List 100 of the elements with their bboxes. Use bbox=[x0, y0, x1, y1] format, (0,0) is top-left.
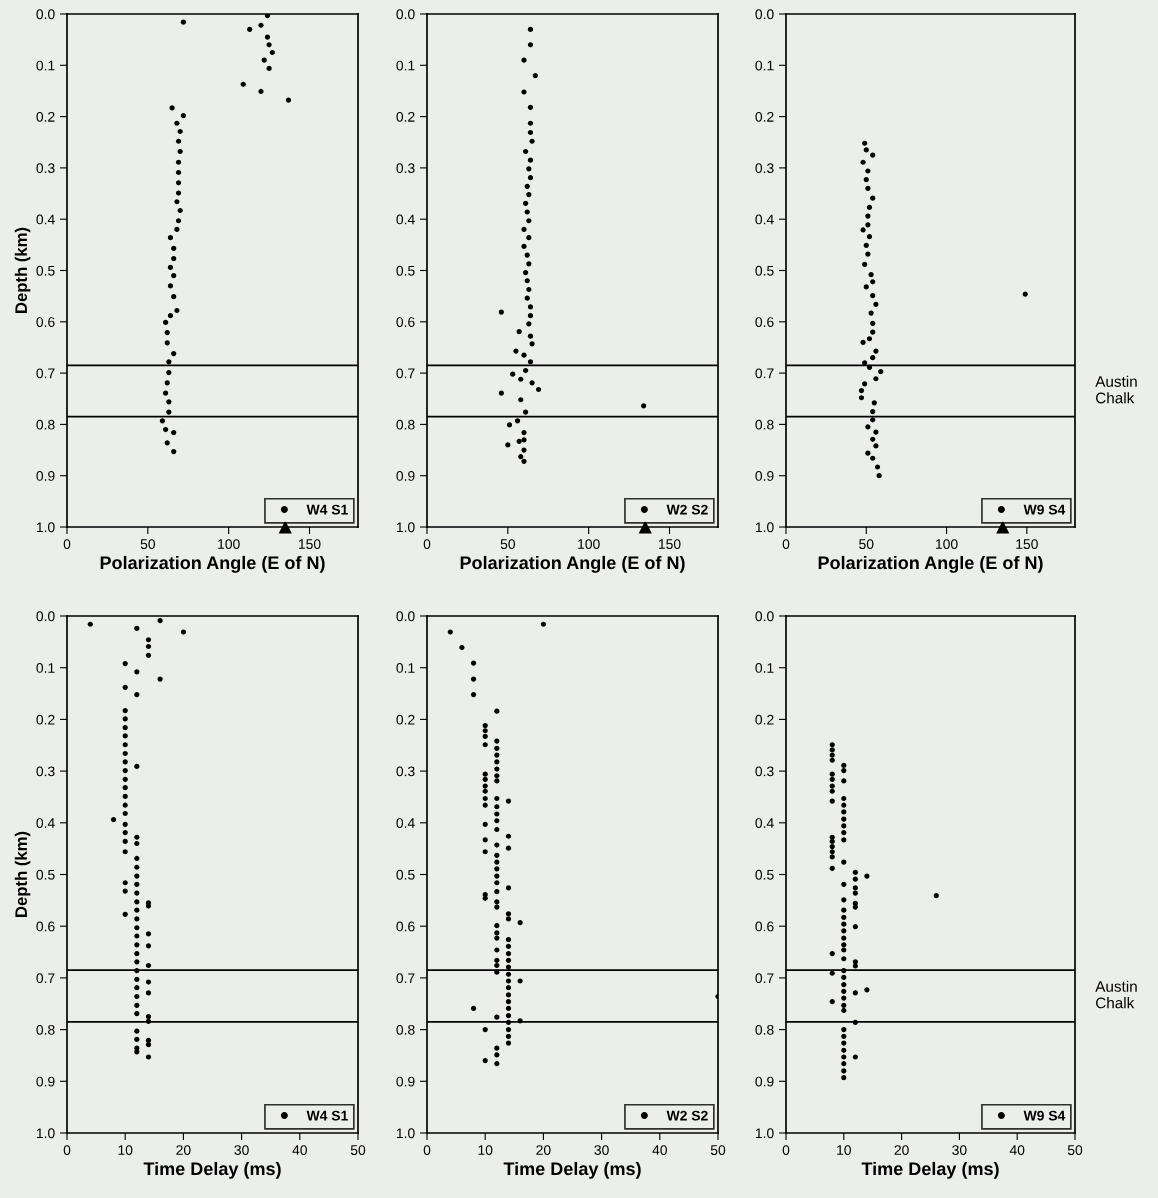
point bbox=[870, 417, 876, 423]
point bbox=[164, 340, 170, 346]
point bbox=[860, 159, 866, 165]
y-tick-label: 0.1 bbox=[396, 60, 415, 71]
point bbox=[535, 386, 542, 393]
y-tick-label: 0.5 bbox=[755, 869, 774, 880]
x-tick-label: 50 bbox=[350, 1145, 366, 1156]
y-tick-label: 0.6 bbox=[396, 317, 415, 327]
x-tick-label: 100 bbox=[936, 539, 958, 550]
point bbox=[164, 440, 170, 446]
point bbox=[526, 235, 532, 241]
y-tick-label: 0.6 bbox=[755, 317, 774, 327]
y-tick-label: 0.0 bbox=[36, 611, 55, 622]
y-tick-label: 0.7 bbox=[755, 368, 774, 379]
y-tick-label: 0.3 bbox=[396, 163, 415, 174]
point bbox=[175, 138, 182, 144]
y-tick-label: 0.7 bbox=[36, 368, 55, 379]
point bbox=[873, 443, 879, 449]
x-tick-label: 0 bbox=[782, 539, 790, 550]
point bbox=[865, 168, 871, 174]
y-tick-label: 0.4 bbox=[755, 818, 774, 828]
text: Austin Chalk bbox=[1095, 980, 1137, 1009]
point bbox=[177, 207, 183, 214]
x-tick-label: 20 bbox=[536, 1145, 551, 1156]
point bbox=[523, 367, 529, 374]
point bbox=[868, 310, 874, 316]
point bbox=[858, 395, 865, 401]
point bbox=[175, 169, 182, 176]
point bbox=[163, 426, 169, 433]
point bbox=[285, 97, 292, 103]
point bbox=[521, 226, 527, 233]
y-tick-label: 0.5 bbox=[396, 869, 415, 880]
y-tick-label: 0.3 bbox=[36, 163, 55, 174]
y-tick-label: 0.0 bbox=[396, 9, 415, 20]
y-tick-label: 0.1 bbox=[36, 663, 55, 673]
point bbox=[863, 147, 869, 153]
point bbox=[498, 390, 504, 396]
point bbox=[873, 301, 879, 307]
point bbox=[526, 321, 532, 327]
y-tick-label: 0.4 bbox=[755, 214, 774, 225]
point bbox=[866, 364, 873, 371]
point bbox=[878, 368, 884, 375]
point bbox=[526, 218, 532, 224]
point bbox=[269, 49, 275, 56]
y-tick-label: 0.1 bbox=[36, 60, 55, 71]
y-tick-label: 0.0 bbox=[396, 611, 415, 622]
point bbox=[866, 234, 873, 240]
y-tick-label: 0.8 bbox=[755, 1024, 774, 1035]
x-tick-label: 0 bbox=[63, 539, 71, 550]
y-axis-title: Depth (km) bbox=[14, 831, 31, 917]
x-tick-label: 0 bbox=[782, 1145, 790, 1156]
x-axis-title: Polarization Angle (E of N) bbox=[460, 555, 685, 573]
x-tick-label: 0 bbox=[63, 1145, 71, 1156]
x-tick-label: 40 bbox=[1009, 1145, 1025, 1156]
point bbox=[510, 371, 516, 377]
point bbox=[258, 88, 264, 95]
y-tick-label: 0.5 bbox=[36, 869, 55, 880]
point bbox=[523, 148, 529, 155]
point bbox=[529, 341, 535, 347]
point bbox=[863, 284, 869, 290]
point bbox=[873, 348, 879, 354]
point bbox=[860, 227, 866, 233]
point bbox=[865, 424, 871, 430]
point bbox=[529, 380, 535, 386]
point bbox=[870, 455, 876, 461]
y-tick-label: 0.0 bbox=[755, 611, 774, 622]
y-tick-label: 0.9 bbox=[396, 1076, 415, 1087]
point bbox=[171, 430, 177, 436]
point bbox=[527, 26, 534, 32]
point bbox=[870, 355, 876, 361]
legend-label: W9 S4 bbox=[1023, 1110, 1066, 1121]
y-tick-label: 0.3 bbox=[755, 766, 774, 777]
x-tick-label: 50 bbox=[140, 539, 156, 550]
legend-label: W4 S1 bbox=[306, 1110, 348, 1121]
point bbox=[870, 279, 876, 285]
y-tick-label: 1.0 bbox=[755, 1128, 774, 1139]
point bbox=[166, 409, 172, 415]
y-tick-label: 0.9 bbox=[36, 471, 55, 481]
point bbox=[171, 245, 177, 252]
point bbox=[862, 381, 868, 387]
point bbox=[516, 438, 522, 444]
point bbox=[873, 376, 879, 382]
y-tick-label: 0.1 bbox=[755, 60, 774, 71]
point bbox=[177, 148, 183, 155]
point bbox=[527, 129, 534, 136]
point bbox=[526, 261, 532, 267]
point bbox=[247, 26, 253, 32]
x-tick-label: 10 bbox=[837, 1145, 851, 1156]
y-tick-label: 0.7 bbox=[36, 973, 55, 984]
point bbox=[167, 235, 174, 241]
point bbox=[865, 185, 871, 192]
x-axis-title: Time Delay (ms) bbox=[143, 1161, 281, 1179]
point bbox=[865, 450, 871, 456]
point bbox=[870, 329, 876, 335]
x-tick-label: 10 bbox=[478, 1145, 493, 1156]
y-tick-label: 0.2 bbox=[36, 714, 55, 725]
x-axis-title: Polarization Angle (E of N) bbox=[100, 555, 325, 573]
point bbox=[865, 213, 871, 219]
point bbox=[171, 294, 177, 300]
x-tick-label: 150 bbox=[1016, 539, 1038, 550]
